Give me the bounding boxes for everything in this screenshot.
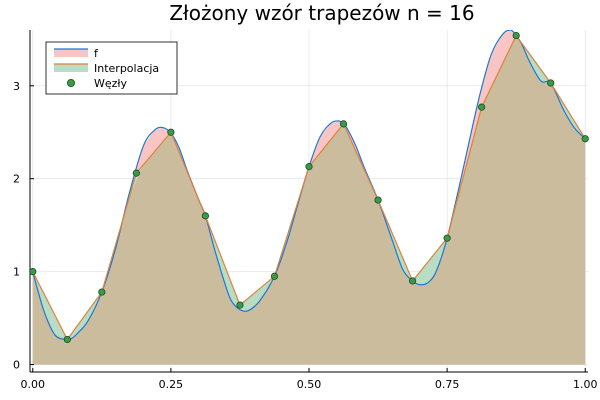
x-tick-label: 0.25 [159, 378, 184, 391]
node-point [339, 120, 348, 128]
legend-marker [67, 79, 76, 88]
x-tick-label: 0.75 [435, 378, 460, 391]
y-tick-label: 3 [13, 80, 20, 93]
area-fills [32, 30, 586, 365]
node-point [132, 169, 140, 177]
node-point [29, 268, 37, 276]
node-point [443, 234, 451, 242]
node-point [98, 288, 106, 296]
node-point [581, 135, 589, 143]
y-tick-label: 2 [13, 173, 20, 186]
node-point [408, 277, 417, 285]
overlap-area [32, 35, 586, 365]
chart-title: Złożony wzór trapezów n = 16 [169, 1, 474, 25]
legend: f Interpolacja Węzły [45, 41, 178, 95]
legend-swatch [54, 64, 88, 72]
f-line [32, 30, 586, 341]
x-tick-label: 0.50 [297, 378, 322, 391]
node-markers [29, 31, 589, 344]
node-point [512, 31, 520, 40]
legend-swatch [54, 49, 88, 57]
legend-label: f [94, 47, 99, 60]
legend-label: Interpolacja [94, 62, 159, 75]
node-point [547, 79, 555, 87]
node-point [63, 335, 71, 344]
node-point [270, 272, 279, 280]
y-tick-label: 1 [13, 266, 20, 279]
x-tick-label: 0.00 [21, 378, 46, 391]
node-point [167, 128, 175, 136]
legend-label: Węzły [94, 77, 128, 90]
node-point [305, 163, 313, 171]
x-tick-label: 1.00 [573, 378, 598, 391]
tick-labels: 0.00 0.25 0.50 0.75 1.00 0 1 2 3 [13, 80, 597, 391]
node-point [201, 212, 210, 220]
node-point [478, 103, 486, 111]
y-tick-label: 0 [13, 359, 20, 372]
node-point [236, 301, 244, 309]
node-point [374, 196, 382, 204]
